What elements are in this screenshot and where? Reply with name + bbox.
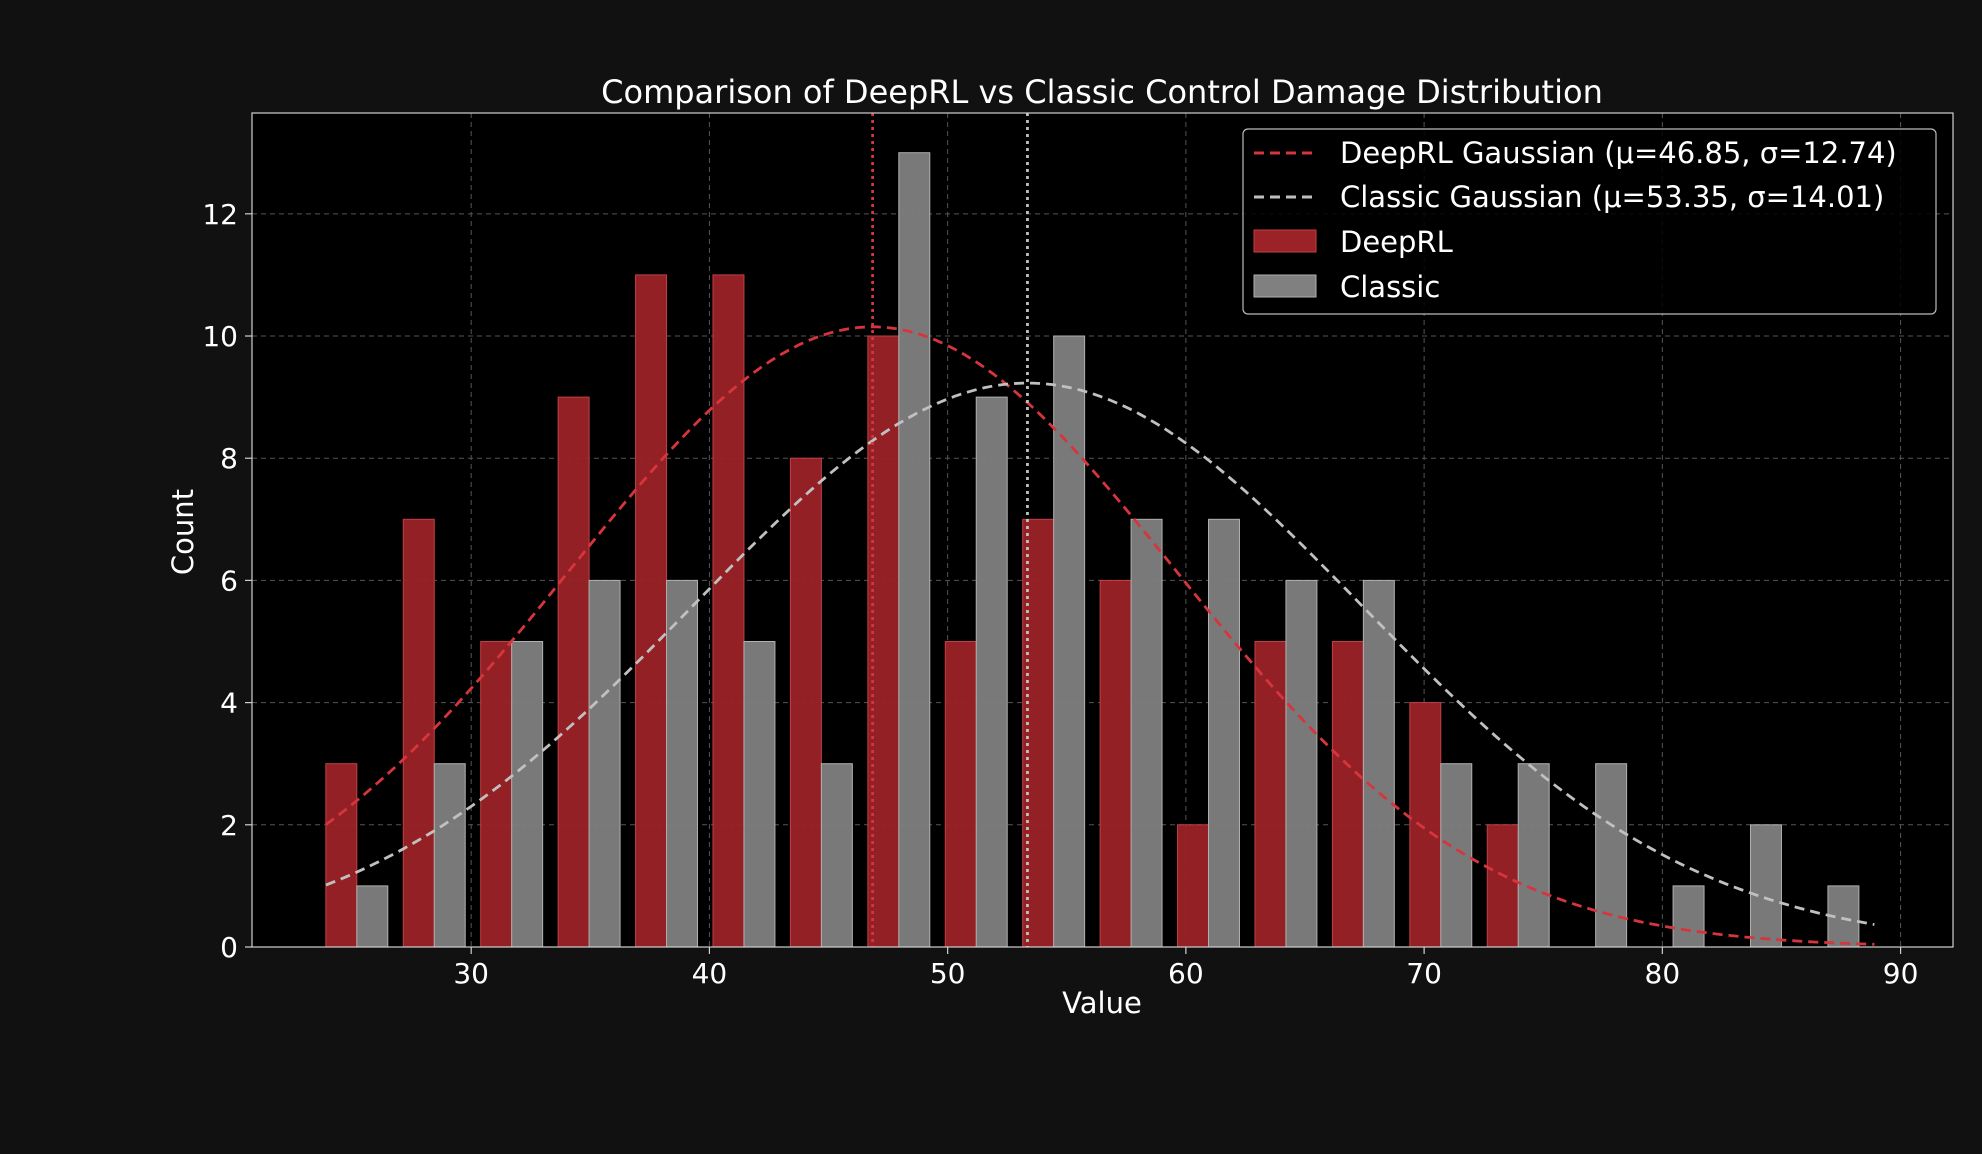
bar-classic — [588, 579, 621, 948]
bar-classic — [898, 152, 931, 948]
y-tick-label: 8 — [220, 442, 238, 475]
bar-deeprl — [325, 763, 358, 948]
chart-title: Comparison of DeepRL vs Classic Control … — [601, 73, 1603, 111]
bar-classic — [975, 396, 1008, 948]
bar-deeprl — [789, 457, 822, 948]
bar-deeprl — [1331, 641, 1364, 948]
bar-deeprl — [480, 641, 513, 948]
bar-deeprl — [944, 641, 977, 948]
x-tick-label: 50 — [930, 957, 966, 990]
y-tick-label: 0 — [220, 931, 238, 964]
legend-label-classic-fit: Classic Gaussian (μ=53.35, σ=14.01) — [1340, 180, 1884, 214]
bar-classic — [743, 641, 776, 948]
y-tick-label: 4 — [220, 687, 238, 720]
x-tick-label: 40 — [692, 957, 728, 990]
legend-label-deeprl-fit: DeepRL Gaussian (μ=46.85, σ=12.74) — [1340, 136, 1897, 170]
legend-swatch-deeprl — [1253, 229, 1317, 253]
x-tick-label: 60 — [1168, 957, 1204, 990]
bar-classic — [1362, 579, 1395, 948]
y-axis-label: Count — [166, 489, 200, 575]
bar-deeprl — [402, 518, 435, 948]
bar-deeprl — [635, 274, 668, 948]
fit-curves — [325, 113, 1875, 947]
x-tick-label: 90 — [1883, 957, 1919, 990]
bar-deeprl — [557, 396, 590, 948]
bar-classic — [1440, 763, 1473, 948]
bar-deeprl — [1486, 824, 1519, 948]
y-tick-label: 10 — [202, 320, 238, 353]
bar-deeprl — [1099, 579, 1132, 948]
classic-gaussian-curve — [325, 381, 1875, 926]
bar-classic — [820, 763, 853, 948]
bar-classic — [1750, 824, 1782, 948]
bars — [325, 152, 1860, 948]
bar-classic — [1285, 579, 1318, 948]
bar-classic — [1053, 335, 1086, 948]
x-tick-label: 70 — [1406, 957, 1442, 990]
bar-classic — [1595, 763, 1628, 948]
legend: DeepRL Gaussian (μ=46.85, σ=12.74) Class… — [1242, 128, 1937, 315]
y-tick-label: 2 — [220, 809, 238, 842]
x-tick-label: 30 — [453, 957, 489, 990]
bar-classic — [1130, 518, 1163, 948]
legend-label-deeprl: DeepRL — [1340, 225, 1453, 259]
legend-swatch-classic — [1253, 274, 1317, 298]
x-tick-label: 80 — [1645, 957, 1681, 990]
bar-deeprl — [1177, 824, 1210, 948]
axis-ticks: 30 40 50 60 70 80 90 0 2 4 6 8 10 12 — [202, 198, 1918, 990]
bar-classic — [511, 641, 544, 948]
bar-deeprl — [712, 274, 745, 948]
bar-classic — [1517, 763, 1550, 948]
bar-classic — [433, 763, 466, 948]
deeprl-gaussian-curve — [325, 325, 1875, 946]
legend-label-classic: Classic — [1340, 270, 1440, 304]
bar-deeprl — [1254, 641, 1287, 948]
bar-classic — [666, 579, 699, 948]
bar-deeprl — [1409, 702, 1442, 948]
bar-classic — [1672, 885, 1705, 948]
plot-frame — [251, 112, 1954, 948]
legend-box — [1242, 128, 1937, 315]
bar-classic — [356, 885, 389, 948]
y-tick-label: 12 — [202, 198, 238, 231]
bar-classic — [1208, 518, 1240, 948]
y-tick-label: 6 — [220, 564, 238, 597]
x-axis-label: Value — [1062, 986, 1142, 1020]
